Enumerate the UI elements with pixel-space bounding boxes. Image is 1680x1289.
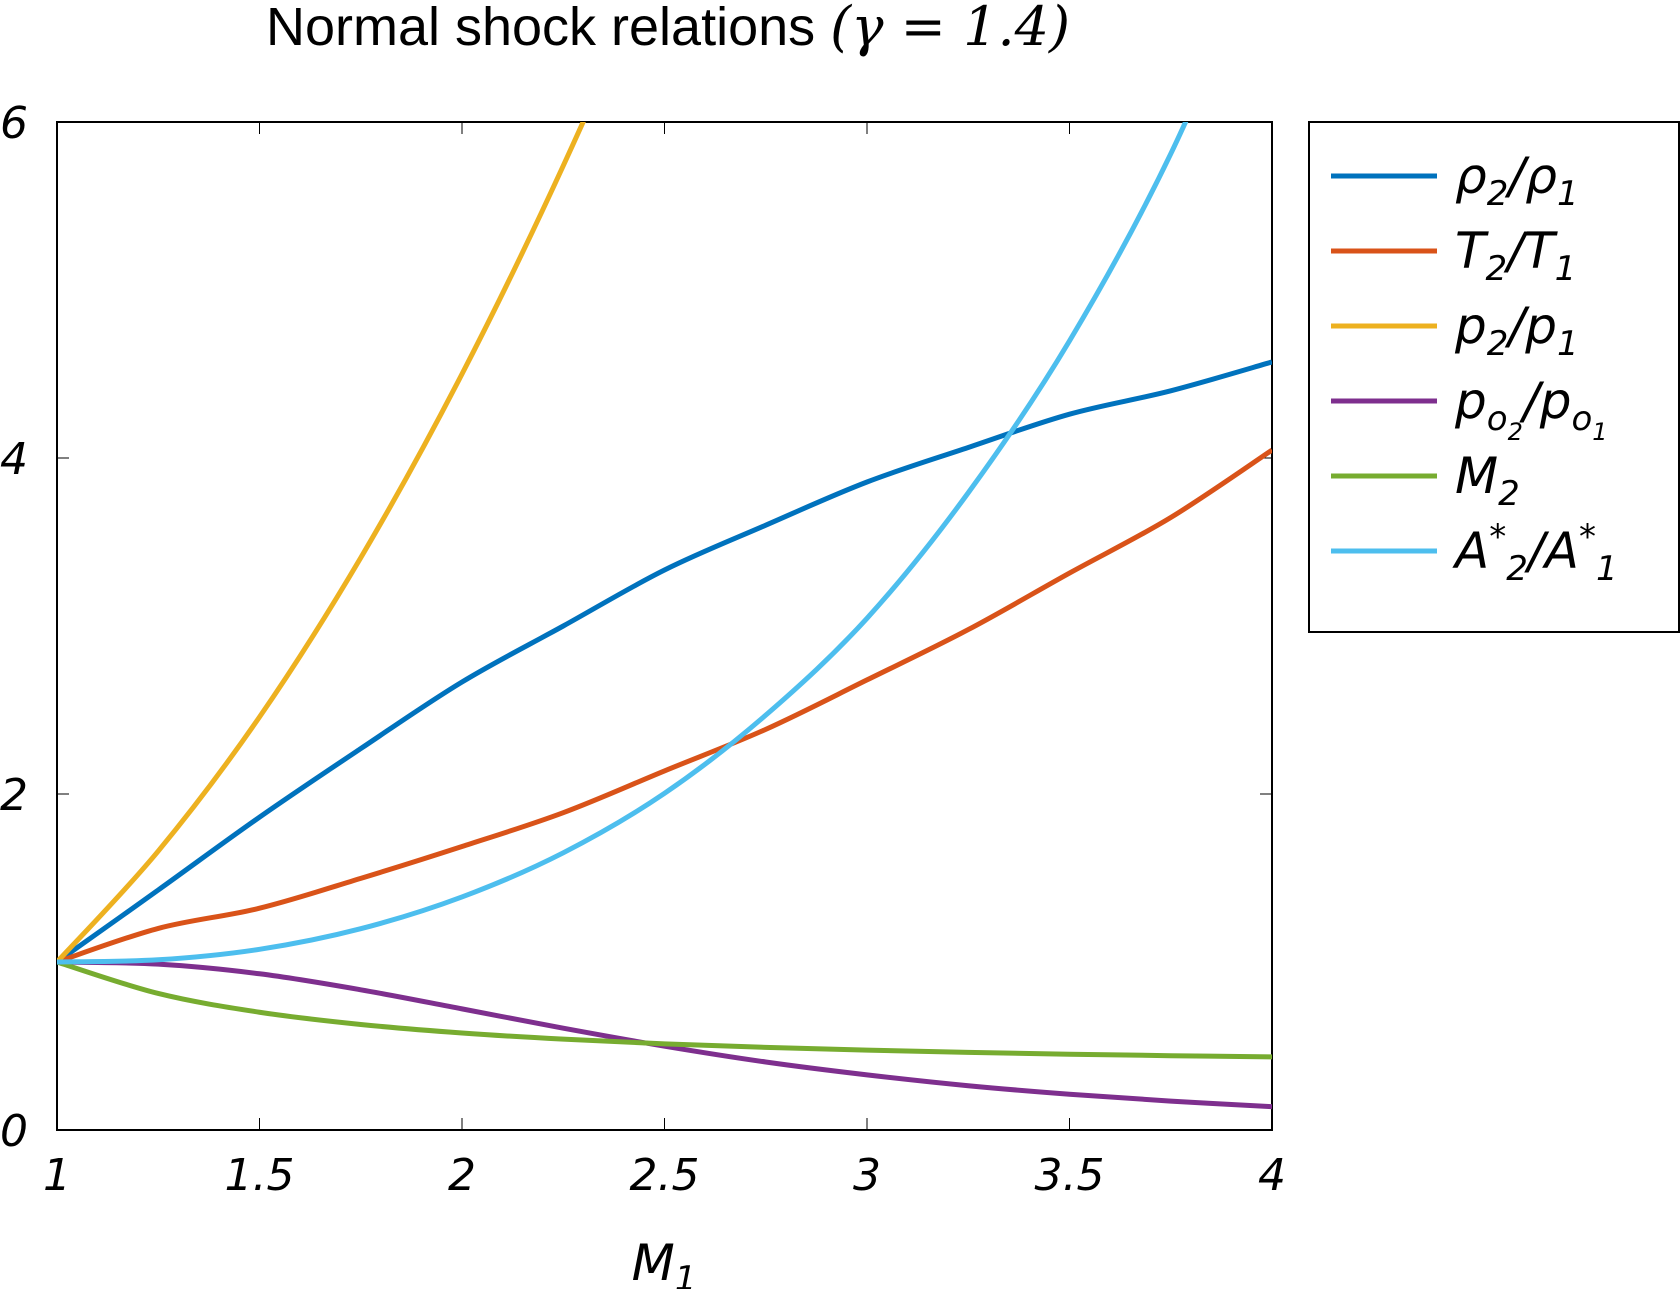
x-axis-label-base: M	[632, 1234, 675, 1289]
legend-script: o	[1571, 399, 1592, 439]
x-tick-label: 2.5	[630, 1150, 700, 1201]
legend-script: 1	[1592, 418, 1607, 446]
x-tick-label: 4	[1258, 1150, 1286, 1201]
legend-text: p	[1524, 297, 1557, 355]
legend-entry-p0: po2/po1	[1454, 372, 1608, 446]
legend-text: ρ	[1525, 147, 1557, 205]
series-lines	[57, 122, 1272, 1110]
legend-script: 1	[1557, 174, 1579, 214]
chart-title-math: (γ = 1.4)	[830, 0, 1070, 58]
legend-text: T	[1455, 222, 1489, 280]
legend-script: 1	[1596, 549, 1618, 589]
chart-title-text: Normal shock relations	[266, 0, 830, 57]
series-line-T	[57, 448, 1272, 965]
x-tick-label: 1	[43, 1150, 71, 1201]
x-tick-label: 3.5	[1035, 1150, 1105, 1201]
series-line-M2	[57, 959, 1272, 1060]
legend-script: 1	[1555, 249, 1577, 289]
legend-text: p	[1539, 372, 1572, 430]
legend-script: *	[1579, 517, 1596, 557]
legend-script: 2	[1508, 418, 1523, 446]
plot-area	[56, 121, 1273, 1131]
y-tick-label: 4	[0, 434, 28, 485]
legend-script: 2	[1487, 324, 1509, 364]
y-tick-label: 0	[0, 1106, 28, 1157]
y-tick-label: 2	[0, 770, 28, 821]
tick-labels: 1 1.5 2 2.5 3 3.5 4 0 2 4 6	[0, 98, 1286, 1201]
legend-script: o	[1487, 399, 1508, 439]
legend-entry-A: A*2/A*1	[1452, 517, 1618, 589]
legend-script: 2	[1498, 474, 1520, 514]
series-line-p	[57, 122, 586, 964]
x-axis-label-sub: 1	[675, 1259, 697, 1289]
legend-entry-rho: ρ2/ρ1	[1455, 147, 1579, 214]
legend-script: 2	[1486, 249, 1508, 289]
series-line-p0	[57, 959, 1272, 1110]
x-tick-label: 3	[853, 1150, 881, 1201]
legend-entry-M2: M2	[1455, 447, 1520, 514]
legend-text: A	[1542, 522, 1579, 580]
legend-entry-p: p2/p1	[1454, 297, 1579, 364]
legend-entry-T: T2/T1	[1455, 222, 1576, 289]
legend-script: 1	[1557, 324, 1579, 364]
x-tick-label: 1.5	[225, 1150, 295, 1201]
axis-ticks	[56, 121, 1273, 1131]
legend-script: *	[1489, 517, 1506, 557]
legend-box	[1308, 121, 1680, 633]
legend-text: A	[1452, 522, 1489, 580]
chart-title: Normal shock relations (γ = 1.4)	[266, 0, 1070, 58]
legend-text: M	[1455, 447, 1498, 505]
legend-script: 2	[1487, 174, 1509, 214]
legend-text: T	[1524, 222, 1558, 280]
series-line-A	[57, 122, 1189, 965]
series-line-rho	[57, 359, 1272, 965]
x-tick-label: 2	[448, 1150, 476, 1201]
legend-text: p	[1454, 372, 1487, 430]
y-tick-label: 6	[0, 98, 28, 149]
legend-text: p	[1454, 297, 1487, 355]
legend-script: 2	[1506, 549, 1528, 589]
x-axis-label: M1	[632, 1234, 697, 1289]
legend-text: ρ	[1455, 147, 1487, 205]
